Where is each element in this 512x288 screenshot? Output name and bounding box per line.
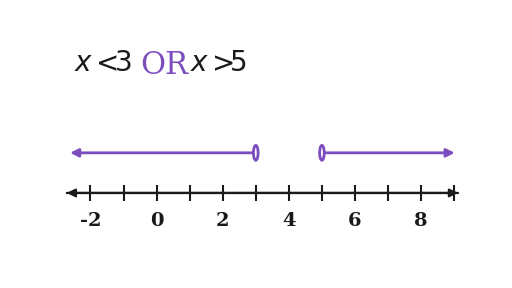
Text: -2: -2 — [80, 212, 101, 230]
Text: $<$: $<$ — [91, 50, 118, 77]
Text: 4: 4 — [282, 212, 295, 230]
Text: $x$: $x$ — [74, 50, 93, 77]
Text: OR: OR — [140, 50, 188, 82]
Text: $x$: $x$ — [189, 50, 209, 77]
Text: 8: 8 — [414, 212, 428, 230]
Circle shape — [253, 145, 258, 160]
Text: 6: 6 — [348, 212, 362, 230]
Text: 2: 2 — [216, 212, 229, 230]
Text: 0: 0 — [150, 212, 163, 230]
Circle shape — [319, 145, 324, 160]
Text: $3$: $3$ — [114, 50, 131, 77]
Text: $5$: $5$ — [229, 50, 247, 77]
Text: $>$: $>$ — [206, 50, 234, 77]
